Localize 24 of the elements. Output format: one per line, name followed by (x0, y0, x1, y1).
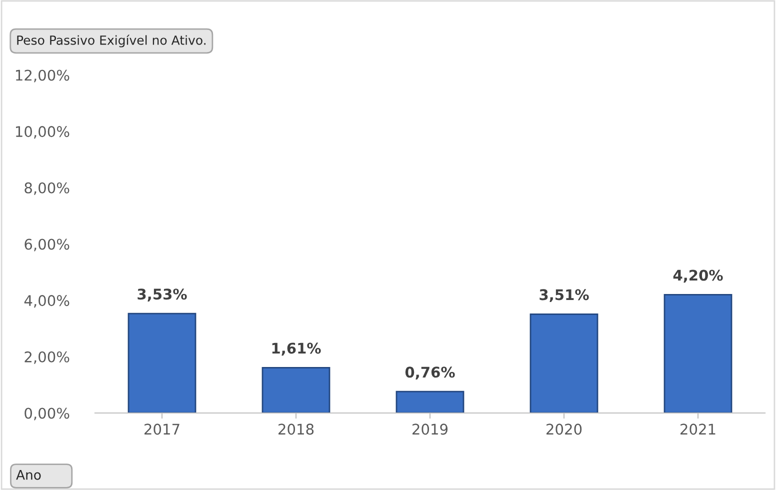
y-tick-label: 10,00% (16, 126, 70, 139)
y-tick-label: 0,00% (24, 408, 70, 420)
data-label: 3,51% (540, 289, 589, 302)
bar (262, 366, 330, 413)
bar (664, 294, 732, 413)
x-axis-title: Ano (16, 470, 41, 480)
y-tick-label: 2,00% (24, 351, 70, 364)
y-tick-label: 4,00% (24, 295, 70, 308)
x-tick-label: 2018 (278, 424, 314, 435)
bar (396, 390, 464, 413)
x-tick-label: 2021 (680, 424, 716, 435)
chart-title: Peso Passivo Exigível no Ativo. (17, 34, 206, 48)
bar (530, 313, 598, 413)
y-tick-label: 6,00% (24, 238, 70, 252)
data-label: 4,20% (673, 270, 723, 283)
data-label: 3,53% (138, 288, 187, 302)
x-tick-label: 2020 (546, 424, 582, 435)
data-label: 1,61% (272, 342, 321, 356)
bar (128, 312, 196, 413)
x-tick-label: 2017 (144, 424, 180, 435)
y-tick-label: 12,00% (16, 70, 70, 82)
y-tick-label: 8,00% (24, 182, 70, 195)
data-label: 0,76% (405, 366, 455, 380)
x-tick-label: 2019 (412, 424, 448, 435)
